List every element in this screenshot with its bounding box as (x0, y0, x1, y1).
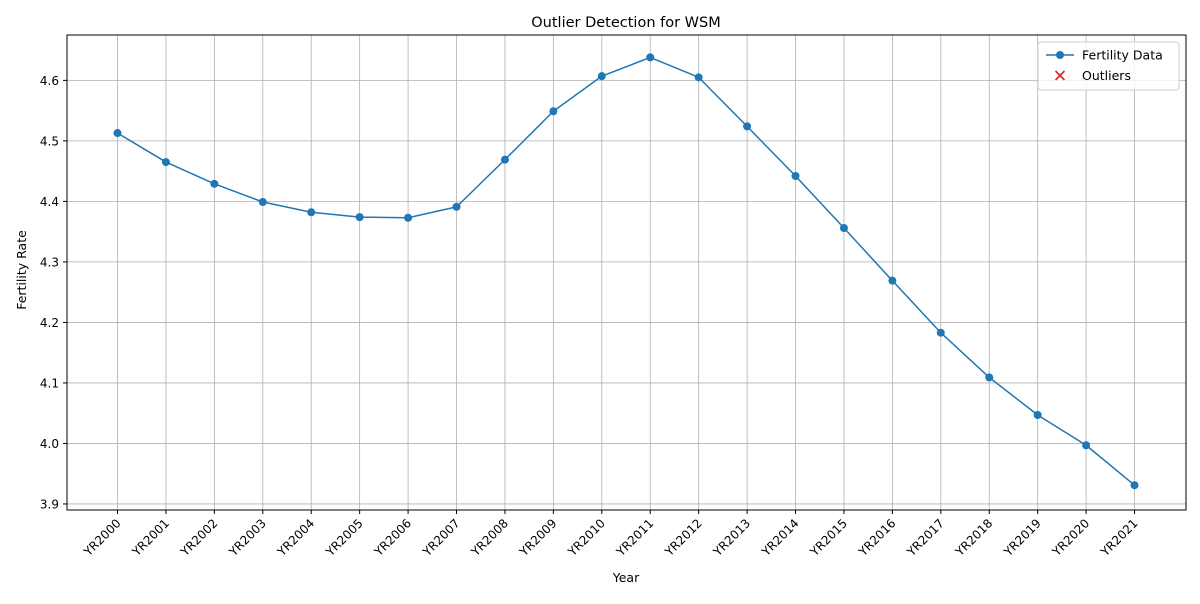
fertility-data-point (549, 107, 558, 116)
x-tick-label: YR2005 (322, 516, 365, 559)
x-tick-label: YR2006 (371, 516, 414, 559)
series-layer (113, 53, 1139, 490)
grid-lines (67, 35, 1186, 510)
y-tick-label: 4.5 (40, 134, 59, 148)
x-tick-label: YR2021 (1097, 516, 1140, 559)
y-tick-label: 4.4 (40, 195, 59, 209)
x-tick-label: YR2013 (710, 516, 753, 559)
x-tick-label: YR2019 (1001, 516, 1044, 559)
fertility-data-point (1130, 481, 1139, 490)
legend-marker-swatch (1056, 51, 1064, 59)
fertility-data-point (355, 213, 364, 222)
fertility-data-point (1082, 441, 1091, 450)
x-tick-label: YR2018 (952, 516, 995, 559)
x-tick-label: YR2014 (758, 516, 801, 559)
fertility-series-line (117, 56, 1136, 486)
y-tick-label: 4.6 (40, 74, 59, 88)
fertility-data-point (258, 198, 267, 207)
fertility-data-point (210, 179, 219, 188)
x-tick-label: YR2012 (661, 516, 704, 559)
fertility-data-point (694, 73, 703, 82)
y-tick-label: 4.2 (40, 316, 59, 330)
legend-label-outliers: Outliers (1082, 68, 1131, 83)
fertility-data-point (1033, 411, 1042, 419)
x-axis-label: Year (612, 570, 640, 585)
x-tick-label: YR2002 (177, 516, 220, 559)
fertility-data-point (985, 373, 994, 382)
y-tick-label: 4.0 (40, 437, 59, 451)
fertility-data-point (888, 276, 897, 285)
x-tick-label: YR2001 (129, 516, 172, 559)
fertility-data-point (839, 224, 848, 233)
x-tick-label: YR2009 (516, 516, 559, 559)
x-tick-label: YR2008 (468, 516, 511, 559)
x-tick-label: YR2011 (613, 516, 656, 559)
fertility-data-point (791, 171, 800, 180)
fertility-data-point (597, 72, 606, 81)
legend-label-fertility: Fertility Data (1082, 48, 1163, 63)
fertility-data-point (500, 155, 509, 164)
y-tick-label: 4.3 (40, 255, 59, 269)
fertility-data-point (646, 53, 655, 62)
legend-box (1037, 41, 1180, 91)
x-tick-label: YR2020 (1049, 516, 1092, 559)
x-tick-label: YR2007 (419, 516, 462, 559)
legend-outlier-swatch (1054, 70, 1066, 81)
x-tick-label: YR2017 (904, 516, 947, 559)
x-tick-label: YR2004 (274, 516, 317, 559)
legend: Fertility Data Outliers (1037, 41, 1180, 91)
fertility-data-point (404, 213, 413, 222)
fertility-data-point (452, 202, 461, 211)
fertility-data-point (936, 328, 945, 337)
fertility-data-point (743, 122, 752, 131)
x-tick-label: YR2003 (226, 516, 269, 559)
x-tick-label: YR2016 (855, 516, 898, 559)
y-axis-label: Fertility Rate (14, 230, 29, 310)
x-tick-label: YR2015 (807, 516, 850, 559)
x-tick-label: YR2010 (565, 516, 608, 559)
fertility-data-point (307, 208, 316, 217)
fertility-data-point (161, 158, 170, 167)
y-tick-label: 3.9 (40, 497, 59, 511)
plot-area-frame (66, 34, 1187, 511)
fertility-data-point (113, 129, 122, 138)
x-tick-label: YR2000 (80, 516, 123, 559)
y-tick-label: 4.1 (40, 376, 59, 390)
axis-ticks: YR2000 YR2001 YR2002 YR2003 YR2004 YR2005 YR20… (40, 74, 1141, 560)
chart-title: Outlier Detection for WSM (531, 15, 720, 31)
